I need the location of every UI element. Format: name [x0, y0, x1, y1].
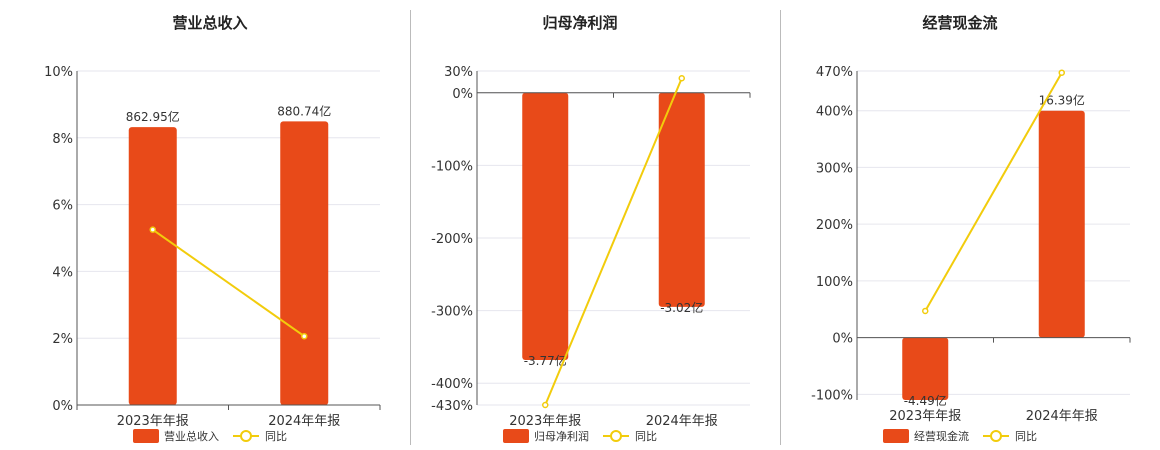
chart-panel-revenue: 营业总收入 0% 2% 4% 6% 8% 10% 862.95亿 880.74亿 2023年年报 2…	[0, 0, 385, 450]
ratio-line	[924, 72, 1063, 312]
chart-svg-revenue: 营业总收入 0% 2% 4% 6% 8% 10% 862.95亿 880.74亿 2023年年报 2…	[44, 14, 381, 443]
legend-label-bar: 营业总收入	[164, 429, 219, 443]
ratio-point	[1058, 69, 1065, 76]
panel-divider	[780, 10, 781, 445]
y-tick-label: 0%	[52, 399, 73, 414]
x-tick-label: 2023年年报	[889, 409, 961, 424]
bar-value-label: -3.02亿	[660, 300, 703, 315]
legend-label-line: 同比	[635, 430, 657, 443]
y-tick-label: 30%	[444, 65, 473, 80]
x-tick-label: 2024年年报	[268, 414, 340, 429]
chart-title: 经营现金流	[922, 14, 997, 32]
bar-value-label: 880.74亿	[277, 103, 331, 118]
ratio-point	[922, 307, 929, 315]
chart-panel-cash-flow: 经营现金流 -100% 0% 100% 200% 300% 400% 470% -4.49亿 16…	[775, 0, 1160, 450]
y-tick-label: 400%	[816, 105, 853, 120]
y-tick-label: 100%	[816, 275, 853, 290]
y-tick-label: 6%	[52, 199, 73, 214]
y-tick-label: 300%	[816, 161, 853, 176]
legend-label-bar: 经营现金流	[914, 429, 969, 443]
chart-panel-net-profit: 归母净利润 -430% -400% -300% -200% -100% 0% 30% -3.77…	[385, 0, 770, 450]
bar	[658, 92, 705, 307]
bar	[522, 92, 569, 360]
panel-divider	[410, 10, 411, 445]
y-tick-label: 200%	[816, 218, 853, 233]
legend-swatch-marker	[990, 430, 1002, 442]
ratio-point	[542, 401, 549, 409]
legend-swatch-bar	[133, 429, 159, 443]
chart-svg-cash-flow: 经营现金流 -100% 0% 100% 200% 300% 400% 470% -4.49亿 16…	[811, 14, 1131, 443]
chart-title: 营业总收入	[172, 14, 247, 32]
legend-label-line: 同比	[1015, 430, 1037, 443]
chart-svg-net-profit: 归母净利润 -430% -400% -300% -200% -100% 0% 30% -3.77…	[431, 14, 751, 443]
x-tick-label: 2024年年报	[1026, 409, 1098, 424]
y-tick-label: 4%	[52, 265, 73, 280]
bar	[1038, 110, 1085, 338]
y-tick-label: -400%	[431, 377, 473, 392]
y-tick-label: 0%	[452, 87, 473, 102]
y-tick-label: -430%	[431, 399, 473, 414]
bar	[280, 121, 329, 406]
bar-value-label: 16.39亿	[1039, 93, 1085, 108]
y-tick-label: 8%	[52, 132, 73, 147]
ratio-point	[678, 75, 685, 82]
ratio-point	[149, 226, 156, 233]
legend-swatch-marker	[610, 430, 622, 442]
legend-swatch-bar	[883, 429, 909, 443]
y-tick-label: -100%	[431, 159, 473, 174]
x-tick-label: 2023年年报	[509, 414, 581, 429]
bar	[128, 127, 177, 405]
y-tick-label: 470%	[816, 65, 853, 80]
legend-label-bar: 归母净利润	[534, 429, 589, 443]
ratio-point	[301, 332, 308, 340]
y-tick-label: 0%	[832, 332, 853, 347]
y-tick-label: -100%	[811, 388, 853, 403]
legend-swatch-marker	[240, 430, 252, 442]
ratio-line	[544, 77, 683, 406]
y-tick-label: -200%	[431, 232, 473, 247]
bar-value-label: -4.49亿	[904, 393, 947, 408]
ratio-line	[152, 228, 305, 338]
x-tick-label: 2024年年报	[646, 414, 718, 429]
x-tick-label: 2023年年报	[117, 414, 189, 429]
bar	[902, 337, 949, 400]
y-tick-label: 10%	[44, 65, 73, 80]
chart-title: 归母净利润	[542, 14, 617, 32]
y-tick-label: -300%	[431, 305, 473, 320]
y-tick-label: 2%	[52, 332, 73, 347]
legend-label-line: 同比	[265, 430, 287, 443]
legend-swatch-bar	[503, 429, 529, 443]
bar-value-label: 862.95亿	[126, 109, 180, 124]
bar-value-label: -3.77亿	[524, 353, 567, 368]
